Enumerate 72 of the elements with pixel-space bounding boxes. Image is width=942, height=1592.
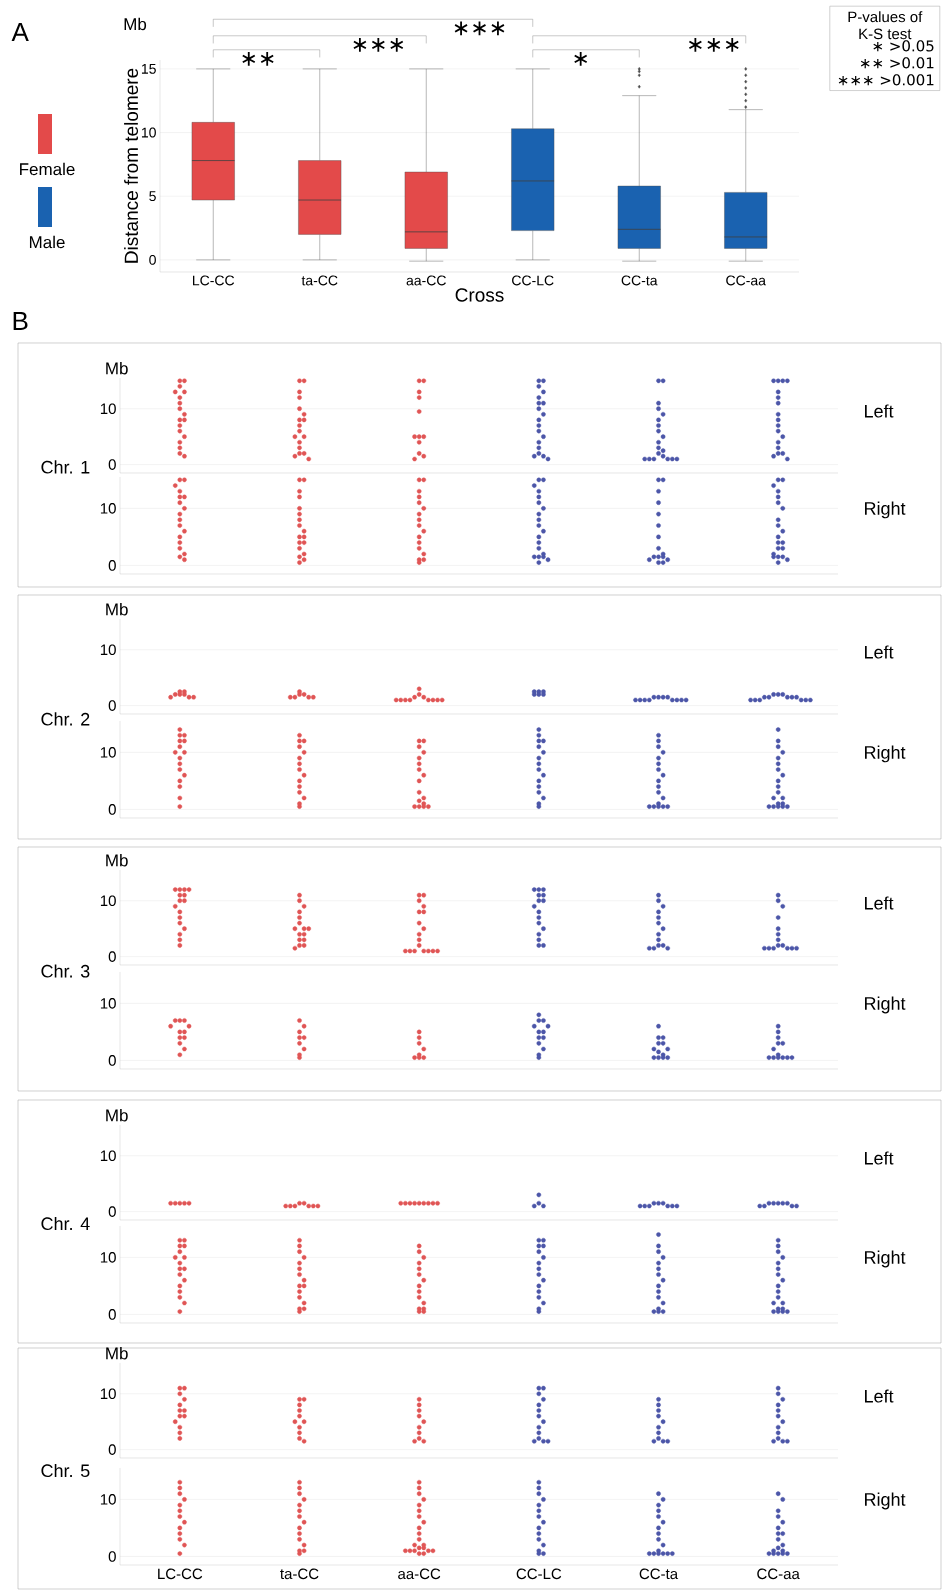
y-tick-label: 0 — [108, 1055, 116, 1066]
y-tick-label: 10 — [141, 127, 156, 138]
y-axis-title: Mb — [106, 602, 128, 616]
y-tick-label: 0 — [108, 1551, 116, 1562]
y-tick-label: 10 — [100, 403, 116, 415]
text: P-values of K-S test — [848, 11, 923, 40]
y-tick-label: 0 — [108, 459, 116, 470]
x-tick-label: aa-CC — [406, 275, 446, 286]
text: Left — [865, 1151, 894, 1165]
text: Chr. 4 — [41, 1216, 90, 1231]
text: Right — [865, 1250, 906, 1268]
text: Mb — [124, 17, 147, 31]
text: Chr. 3 — [41, 964, 90, 978]
y-tick-label: 15 — [141, 64, 156, 74]
y-axis-title: Mb — [106, 361, 128, 375]
annotation: ∗ — [574, 51, 588, 66]
x-tick-label: CC-LC — [512, 275, 554, 286]
x-tick-label: ta-CC — [280, 1568, 319, 1580]
y-axis-title: Mb — [106, 853, 128, 867]
y-tick-label: 10 — [100, 895, 116, 907]
legend-label: Female — [20, 162, 75, 176]
y-tick-label: 10 — [100, 1494, 116, 1505]
y-tick-label: 0 — [108, 700, 116, 711]
legend-label: Male — [29, 235, 65, 249]
text: ∗∗∗ — [454, 21, 505, 36]
text: Right — [865, 996, 906, 1014]
text: Right — [865, 1492, 906, 1510]
annotation: ∗∗ — [242, 51, 274, 66]
y-tick-label: 0 — [108, 1206, 116, 1217]
y-tick-label: 0 — [108, 804, 116, 815]
text: ∗∗∗ — [353, 37, 404, 52]
y-axis-title: Mb — [106, 1108, 128, 1122]
chart-title: A — [11, 23, 29, 41]
y-axis-title: Mb — [106, 1346, 128, 1360]
x-tick-label: CC-ta — [621, 275, 658, 286]
text: ∗∗∗ — [688, 37, 739, 52]
y-tick-label: 10 — [100, 998, 116, 1009]
chart-title: B — [13, 312, 28, 330]
y-tick-label: 0 — [108, 1309, 116, 1320]
x-tick-label: LC-CC — [158, 1568, 203, 1580]
y-tick-label: 10 — [100, 747, 116, 758]
x-tick-label: CC-LC — [516, 1568, 562, 1580]
text: Right — [865, 745, 906, 763]
text: ∗∗∗ >0.001 — [838, 74, 934, 86]
x-tick-label: CC-aa — [757, 1568, 800, 1580]
y-tick-label: 5 — [149, 191, 156, 202]
x-axis-title: Cross — [455, 288, 504, 302]
y-tick-label: 0 — [149, 254, 156, 265]
y-tick-label: 10 — [100, 644, 116, 656]
y-tick-label: 10 — [100, 1252, 116, 1263]
text: Left — [865, 1389, 894, 1403]
y-tick-label: 0 — [108, 1444, 116, 1455]
x-tick-label: ta-CC — [301, 275, 338, 286]
y-tick-label: 0 — [108, 951, 116, 962]
y-tick-label: 10 — [100, 1150, 116, 1162]
text: Left — [865, 404, 894, 418]
x-tick-label: CC-aa — [726, 275, 766, 286]
y-axis-title: Distance from telomere — [124, 68, 139, 263]
text: ∗ >0.05 — [873, 40, 934, 52]
text: Chr. 2 — [41, 712, 90, 726]
text: Right — [865, 501, 906, 519]
text: Left — [865, 645, 894, 659]
x-tick-label: LC-CC — [193, 275, 235, 286]
y-tick-label: 10 — [100, 503, 116, 514]
text: Chr. 5 — [41, 1463, 90, 1478]
text: Left — [865, 896, 894, 910]
text: Chr. 1 — [41, 460, 90, 474]
x-tick-label: CC-ta — [639, 1568, 679, 1580]
text: ∗∗ >0.01 — [860, 57, 934, 69]
y-tick-label: 10 — [100, 1388, 116, 1400]
x-tick-label: aa-CC — [398, 1568, 441, 1580]
y-tick-label: 0 — [108, 560, 116, 571]
